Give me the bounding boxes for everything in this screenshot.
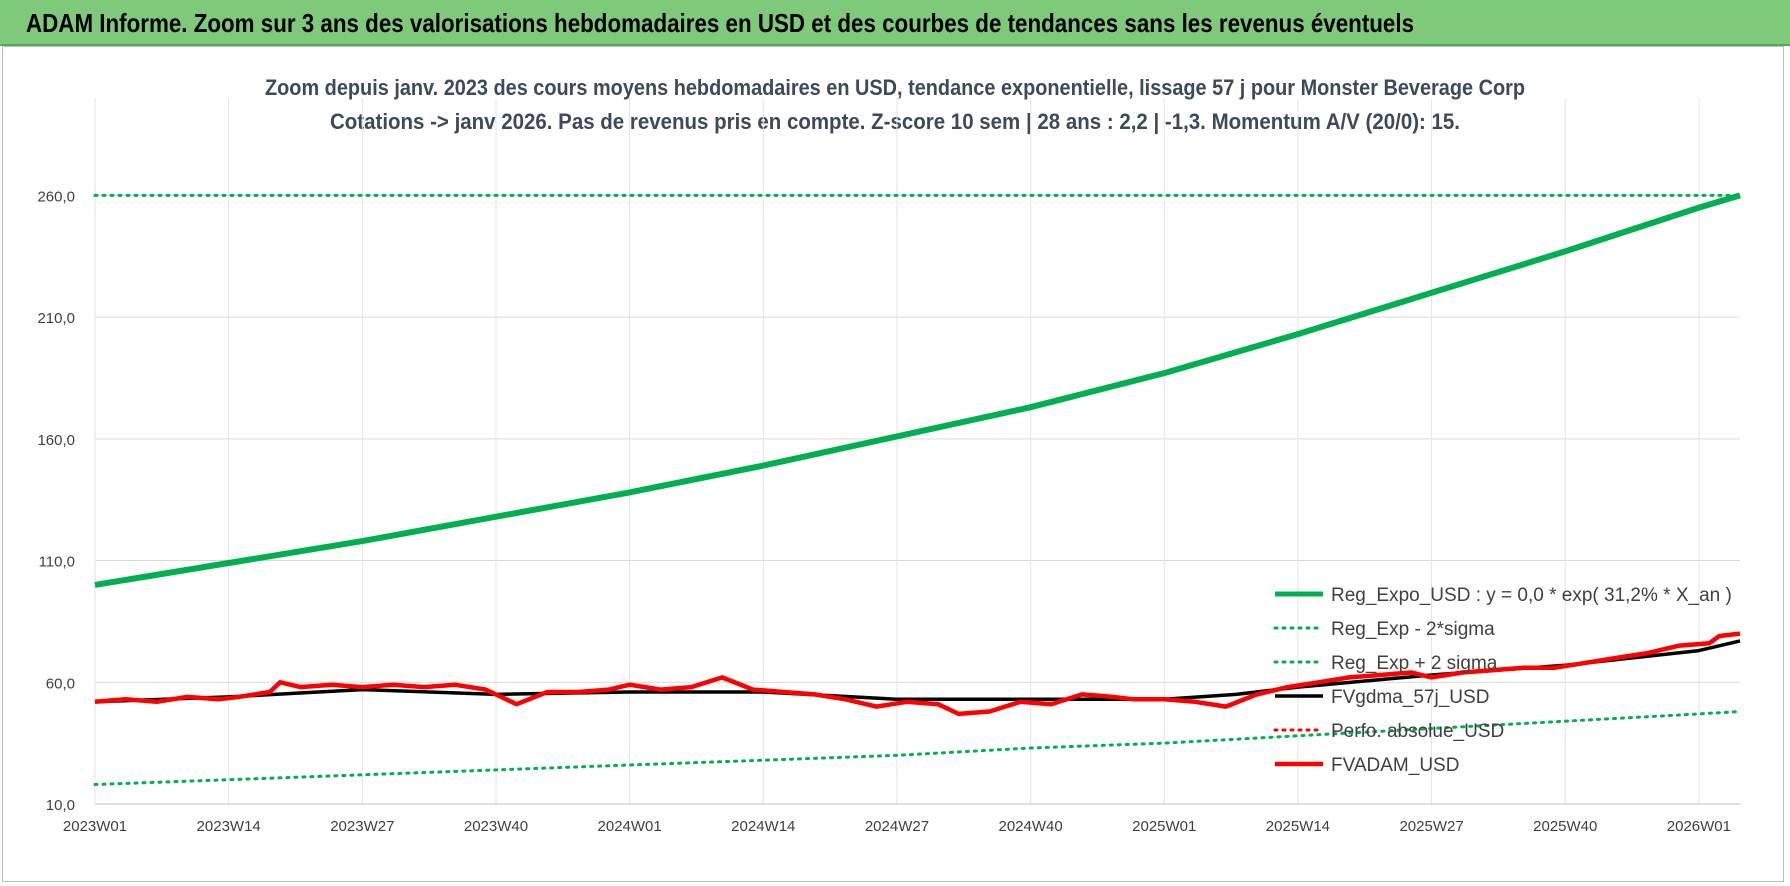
chart-title: Zoom depuis janv. 2023 des cours moyens … [265, 75, 1525, 100]
y-tick-label: 10,0 [46, 797, 75, 814]
x-tick-label: 2024W14 [731, 818, 795, 835]
y-tick-label: 160,0 [37, 432, 75, 449]
report-title: ADAM Informe. Zoom sur 3 ans des valoris… [26, 8, 1415, 38]
series-line-1 [93, 710, 1742, 786]
y-tick-label: 110,0 [39, 554, 75, 571]
x-tick-label: 2026W01 [1667, 818, 1731, 835]
legend: Reg_Expo_USD : y = 0,0 * exp( 31,2% * X_… [1273, 585, 1732, 776]
y-tick-label: 260,0 [37, 188, 75, 205]
legend-label: Reg_Exp - 2*sigma [1331, 619, 1495, 640]
x-tick-label: 2024W01 [598, 818, 662, 835]
x-tick-label: 2025W14 [1266, 818, 1330, 835]
axis-ticks: 10,0 60,0 110,0 160,0 210,0 260,0 2023W01 2023W… [37, 188, 1731, 835]
legend-label: FVADAM_USD [1331, 755, 1459, 776]
legend-label: Reg_Exp + 2 sigma [1331, 653, 1498, 674]
x-tick-label: 2023W27 [330, 818, 394, 835]
x-tick-label: 2024W27 [865, 818, 929, 835]
x-tick-label: 2023W01 [63, 818, 127, 835]
legend-label: FVgdma_57j_USD [1331, 687, 1489, 708]
x-tick-label: 2023W40 [464, 818, 528, 835]
x-tick-label: 2023W14 [197, 818, 261, 835]
x-tick-label: 2024W40 [998, 818, 1062, 835]
x-tick-label: 2025W40 [1533, 818, 1597, 835]
x-tick-label: 2025W01 [1132, 818, 1196, 835]
series-lines [93, 192, 1742, 786]
y-tick-label: 60,0 [46, 675, 75, 692]
chart-frame [2, 46, 1784, 882]
legend-label: Perfo. absolue_USD [1331, 721, 1504, 742]
report-banner: ADAM Informe. Zoom sur 3 ans des valoris… [0, 0, 1790, 46]
chart-subtitle: Cotations -> janv 2026. Pas de revenus p… [330, 109, 1460, 134]
series-line-0 [94, 192, 1741, 588]
legend-label: Reg_Expo_USD : y = 0,0 * exp( 31,2% * X_… [1331, 585, 1732, 606]
series-line-5 [94, 631, 1741, 717]
y-tick-label: 210,0 [37, 310, 75, 327]
x-tick-label: 2025W27 [1399, 818, 1463, 835]
